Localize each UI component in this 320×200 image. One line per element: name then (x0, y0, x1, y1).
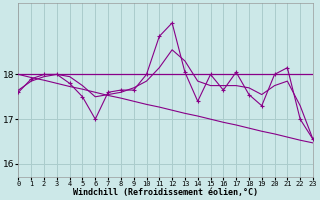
X-axis label: Windchill (Refroidissement éolien,°C): Windchill (Refroidissement éolien,°C) (73, 188, 258, 197)
